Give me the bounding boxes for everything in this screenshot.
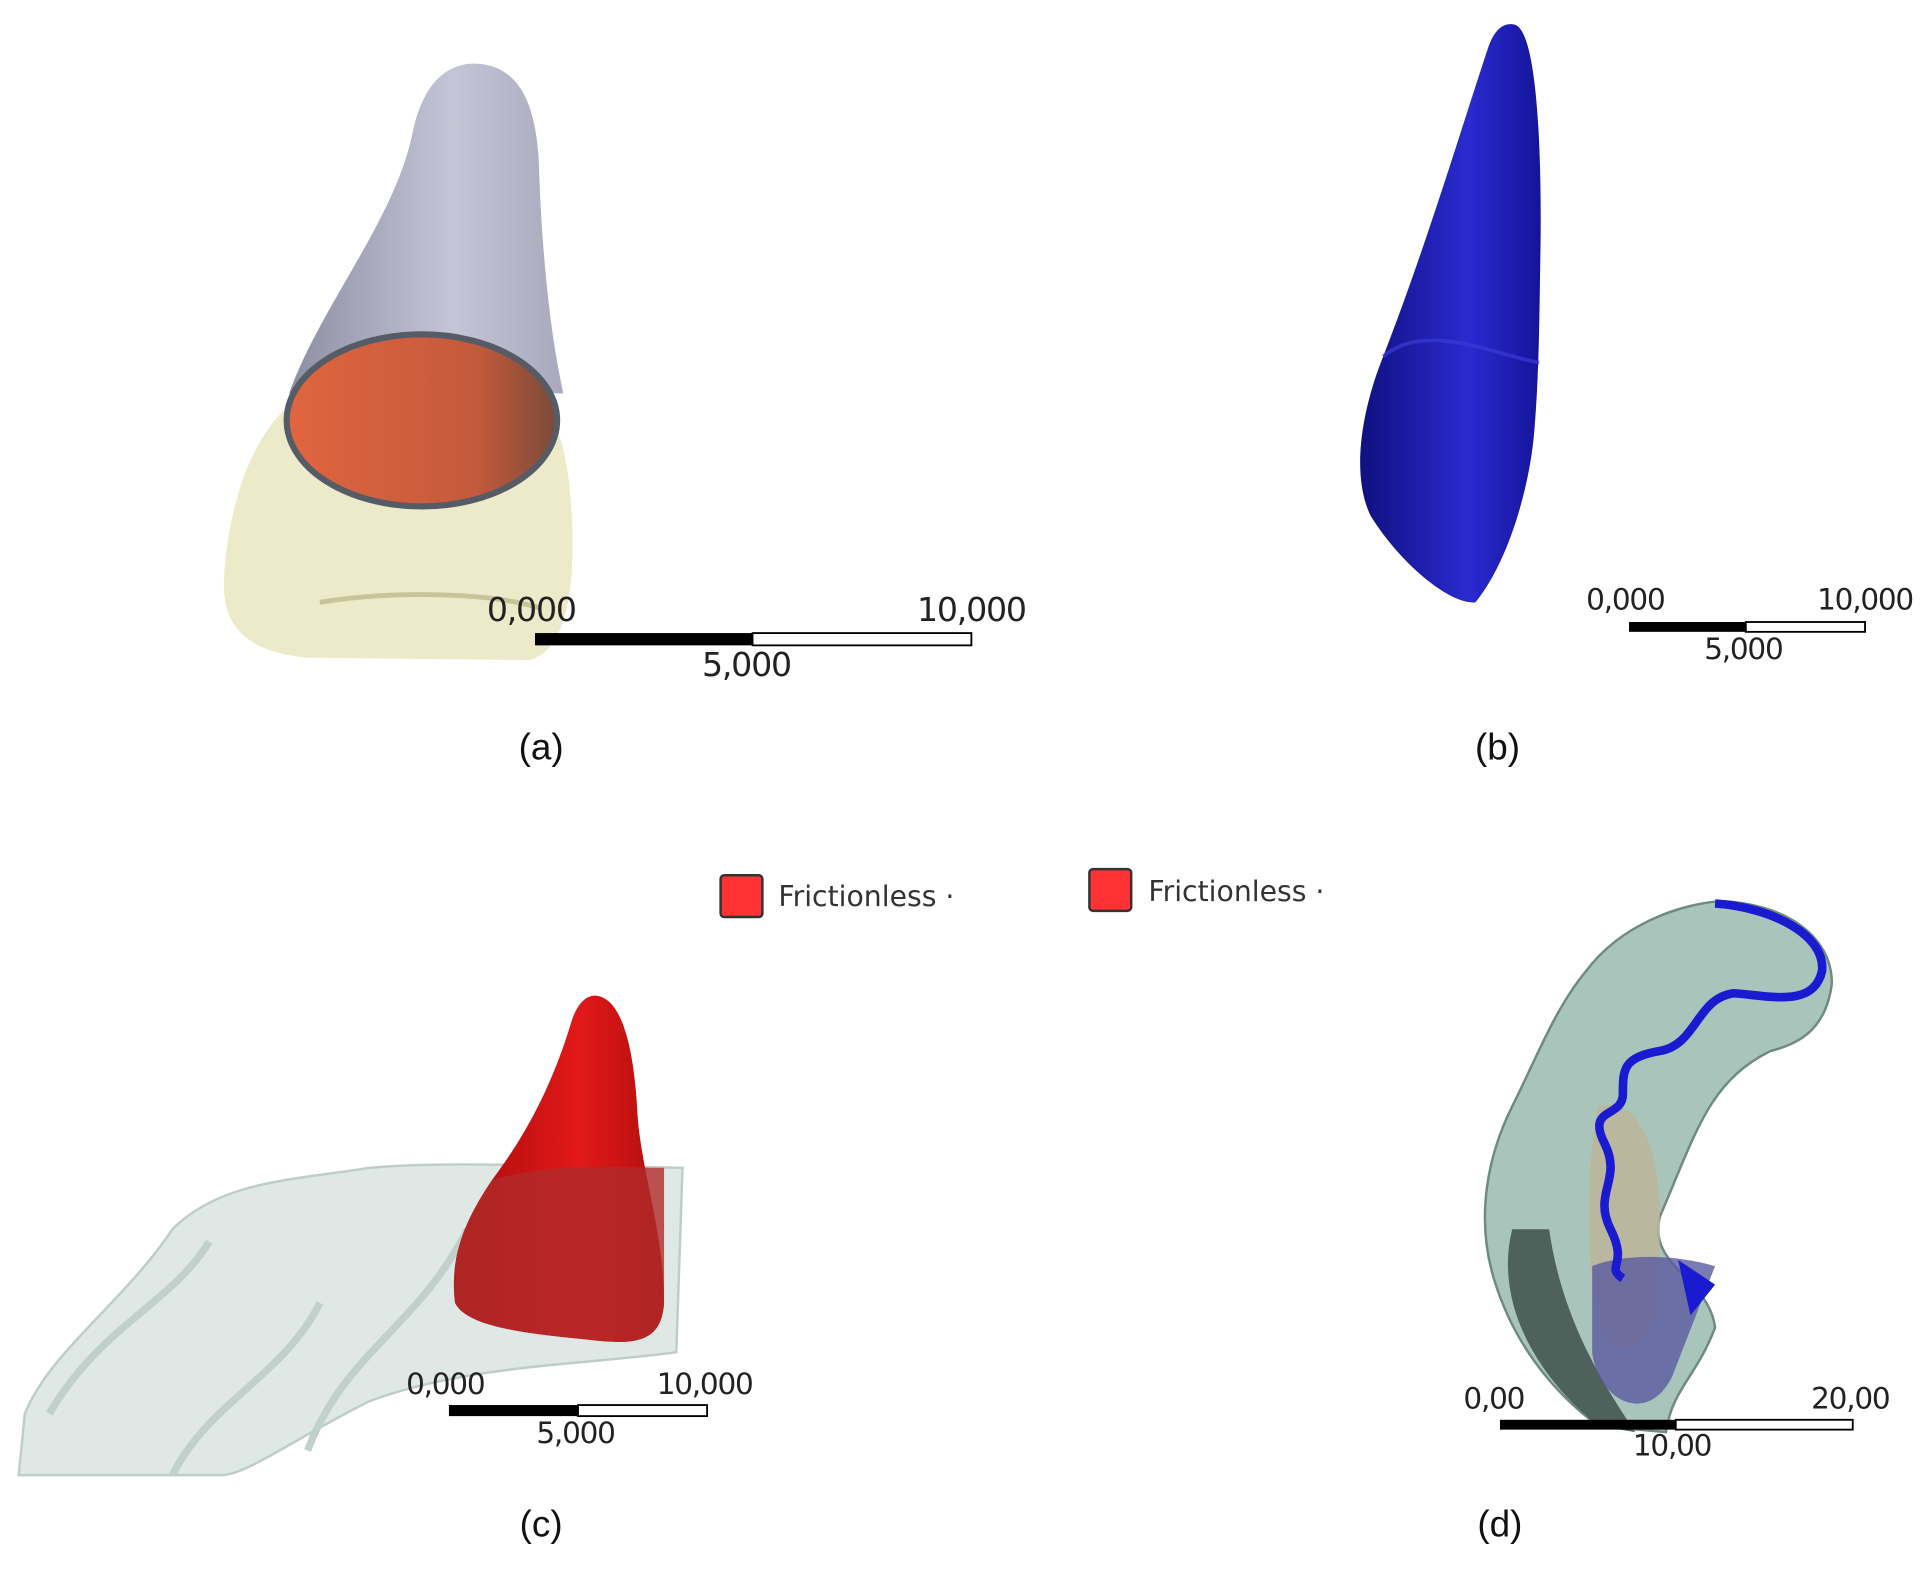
contact-surface xyxy=(283,331,561,510)
scale-mid: 5,000 xyxy=(702,645,791,684)
scale-mid: 10,00 xyxy=(1633,1428,1711,1462)
scale-max: 10,000 xyxy=(1817,583,1913,617)
panel-caption: (a) xyxy=(519,727,564,768)
panel-a: 0,000 10,000 5,000 (a) xyxy=(223,63,1027,768)
scale-max: 10,000 xyxy=(657,1367,753,1401)
scale-max: 10,000 xyxy=(917,590,1026,629)
scale-bar: 0,000 10,000 5,000 xyxy=(487,590,1027,684)
panel-c: 0,000 10,000 5,000 (c) xyxy=(17,995,754,1545)
legend-item: Frictionless · xyxy=(719,874,954,919)
scale-max: 20,00 xyxy=(1811,1382,1889,1416)
scale-bar: 0,00 20,00 10,00 xyxy=(1463,1382,1890,1463)
legend: Frictionless · Frictionless · xyxy=(719,867,1324,919)
scale-min: 0,000 xyxy=(406,1367,484,1401)
panel-d: 0,00 20,00 10,00 (d) xyxy=(1463,899,1891,1545)
legend-label: Frictionless · xyxy=(778,880,954,913)
scale-mid: 5,000 xyxy=(536,1416,614,1450)
scale-bar: 0,000 10,000 5,000 xyxy=(406,1367,754,1450)
panel-caption: (c) xyxy=(520,1504,563,1545)
contact-line xyxy=(1595,899,1827,1283)
panel-caption: (b) xyxy=(1475,727,1520,768)
tooth-model xyxy=(1360,24,1541,603)
legend-label: Frictionless · xyxy=(1148,875,1324,908)
scale-min: 0,000 xyxy=(487,590,576,629)
panel-b: 0,000 10,000 5,000 (b) xyxy=(1360,24,1914,768)
scale-mid: 5,000 xyxy=(1704,632,1782,666)
panel-caption: (d) xyxy=(1477,1504,1522,1545)
root-model xyxy=(289,63,564,394)
scale-bar: 0,000 10,000 5,000 xyxy=(1586,583,1914,666)
scale-min: 0,000 xyxy=(1586,583,1664,617)
legend-item: Frictionless · xyxy=(1088,867,1324,913)
crown-ridge xyxy=(319,592,542,611)
scale-min: 0,00 xyxy=(1463,1382,1524,1416)
